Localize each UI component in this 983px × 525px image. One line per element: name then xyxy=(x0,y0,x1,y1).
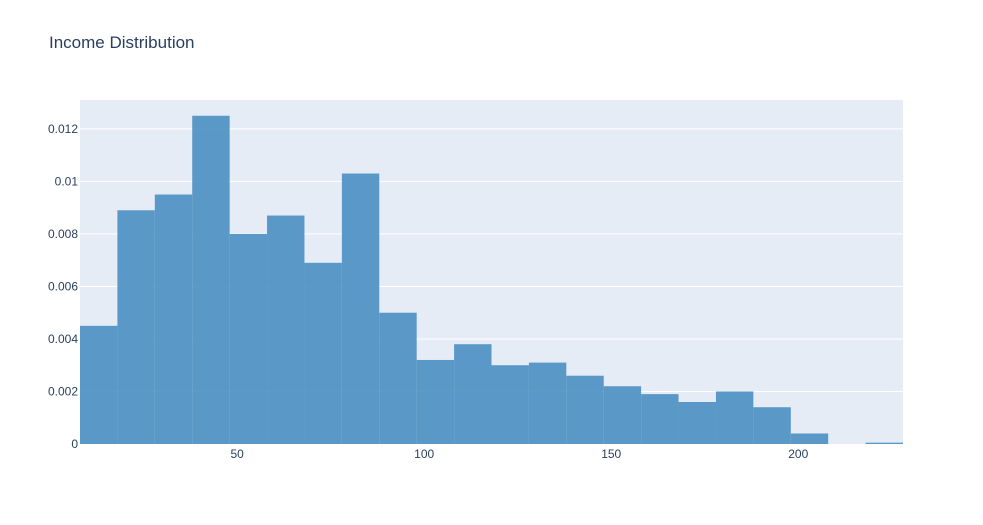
bars xyxy=(80,115,903,444)
histogram-bar xyxy=(566,375,604,444)
histogram-bar xyxy=(491,365,529,444)
y-tick-label: 0.002 xyxy=(48,384,78,398)
histogram-bar xyxy=(790,433,829,444)
y-tick-label: 0.006 xyxy=(48,279,78,293)
histogram-bar xyxy=(416,359,455,444)
histogram-bar xyxy=(192,115,230,444)
histogram-bar xyxy=(715,391,754,444)
chart-title: Income Distribution xyxy=(49,33,195,52)
histogram-bar xyxy=(304,262,342,444)
histogram-bar xyxy=(80,325,118,444)
histogram-bar xyxy=(454,344,492,444)
y-tick-label: 0.008 xyxy=(48,227,78,241)
histogram-bar xyxy=(379,312,417,444)
histogram-bar xyxy=(117,210,155,444)
y-tick-label: 0.01 xyxy=(55,174,79,188)
histogram-bar xyxy=(678,401,716,444)
histogram-bar xyxy=(528,362,567,444)
histogram-bar xyxy=(603,386,642,444)
x-tick-label: 50 xyxy=(230,447,244,461)
histogram-bar xyxy=(641,394,679,444)
y-tick-label: 0.004 xyxy=(48,332,78,346)
x-axis-ticks: 50 100 150 200 xyxy=(230,447,808,461)
x-tick-label: 150 xyxy=(601,447,621,461)
y-tick-label: 0 xyxy=(71,437,78,451)
histogram-bar xyxy=(229,233,268,444)
histogram-bar xyxy=(341,173,380,444)
histogram-bar xyxy=(753,407,791,444)
x-tick-label: 100 xyxy=(414,447,434,461)
histogram-bar xyxy=(154,194,193,444)
y-tick-label: 0.012 xyxy=(48,122,78,136)
y-axis-ticks: 0 0.002 0.004 0.006 0.008 0.01 0.012 xyxy=(48,122,78,451)
histogram-bar xyxy=(865,442,903,444)
x-tick-label: 200 xyxy=(788,447,808,461)
histogram-bar xyxy=(267,215,305,444)
